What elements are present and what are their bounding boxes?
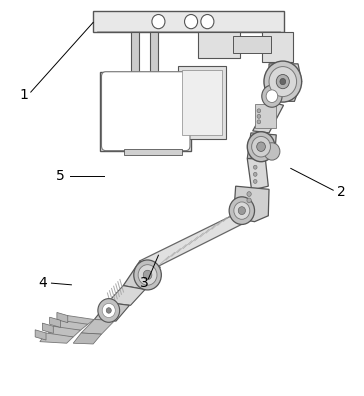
Text: 2: 2	[337, 185, 346, 199]
Polygon shape	[50, 317, 60, 327]
Bar	[100, 72, 191, 150]
Circle shape	[253, 179, 257, 183]
Polygon shape	[35, 330, 46, 340]
Polygon shape	[73, 333, 102, 344]
Polygon shape	[123, 262, 160, 289]
Polygon shape	[94, 303, 130, 321]
Circle shape	[269, 67, 297, 97]
Bar	[198, 32, 240, 58]
Bar	[124, 149, 182, 154]
FancyBboxPatch shape	[102, 72, 190, 150]
Bar	[150, 32, 158, 82]
Circle shape	[98, 299, 120, 322]
Polygon shape	[108, 286, 145, 305]
Bar	[178, 66, 226, 139]
Bar	[93, 11, 284, 32]
Circle shape	[257, 120, 261, 124]
Circle shape	[253, 172, 257, 176]
Circle shape	[257, 114, 261, 118]
Circle shape	[280, 78, 286, 85]
Bar	[254, 104, 276, 128]
Circle shape	[102, 303, 115, 318]
Circle shape	[252, 137, 270, 157]
Polygon shape	[54, 320, 88, 330]
Polygon shape	[233, 186, 269, 222]
Polygon shape	[40, 333, 73, 343]
Circle shape	[134, 260, 161, 290]
Circle shape	[152, 15, 165, 29]
Circle shape	[185, 15, 198, 29]
Circle shape	[247, 132, 275, 162]
Bar	[131, 32, 139, 82]
Circle shape	[143, 270, 152, 280]
Polygon shape	[247, 133, 276, 158]
Circle shape	[262, 85, 282, 107]
Polygon shape	[62, 316, 94, 324]
Circle shape	[264, 143, 280, 160]
Circle shape	[253, 165, 257, 169]
Circle shape	[247, 192, 251, 196]
Circle shape	[138, 265, 157, 285]
Circle shape	[247, 198, 251, 203]
Polygon shape	[81, 320, 115, 334]
Polygon shape	[47, 326, 80, 337]
Circle shape	[266, 90, 278, 103]
Bar	[233, 36, 271, 53]
Polygon shape	[253, 101, 284, 133]
Circle shape	[238, 207, 245, 215]
Polygon shape	[42, 323, 53, 333]
Circle shape	[201, 15, 214, 29]
Polygon shape	[139, 214, 251, 267]
Circle shape	[264, 61, 302, 102]
Circle shape	[257, 142, 265, 151]
Circle shape	[106, 308, 111, 313]
Polygon shape	[269, 64, 302, 101]
Text: 1: 1	[20, 88, 29, 103]
Circle shape	[257, 109, 261, 113]
Text: 5: 5	[56, 169, 65, 183]
Circle shape	[276, 74, 289, 89]
Bar	[262, 32, 293, 62]
Bar	[182, 70, 222, 135]
Polygon shape	[247, 158, 268, 190]
Polygon shape	[57, 312, 68, 323]
Circle shape	[234, 202, 250, 219]
Text: 4: 4	[38, 276, 47, 290]
Text: 3: 3	[139, 276, 148, 290]
Circle shape	[229, 197, 254, 225]
